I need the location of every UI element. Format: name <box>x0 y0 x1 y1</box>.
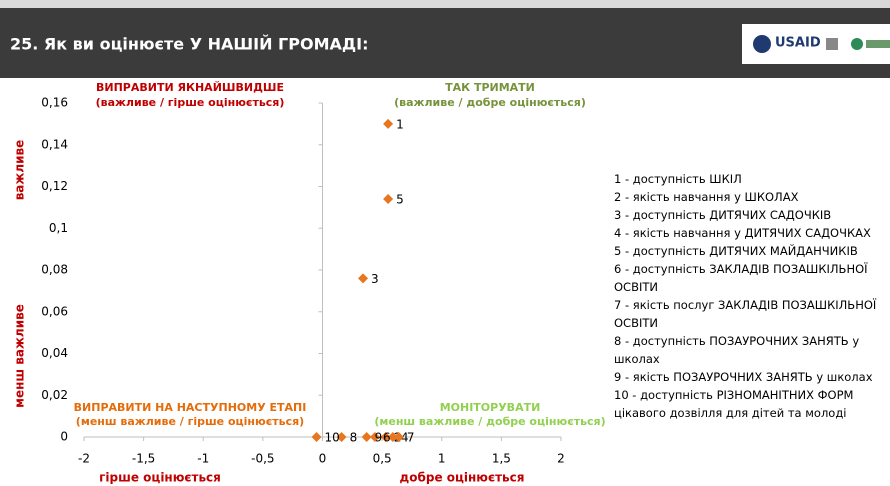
header-bar <box>0 8 890 78</box>
point-label: 5 <box>396 193 404 207</box>
quadrant-title: ВИПРАВИТИ НА НАСТУПНОМУ ЕТАПІ <box>74 401 307 414</box>
slide-title: 25. Як ви оцінюєте У НАШІЙ ГРОМАДІ: <box>10 35 368 54</box>
y-axis-label: важливе <box>13 140 27 201</box>
legend-item: 4 - якість навчання у ДИТЯЧИХ САДОЧКАХ <box>614 226 871 240</box>
y-tick-label: 0,16 <box>41 96 68 110</box>
x-tick-label: 1,5 <box>492 452 511 466</box>
y-tick-label: 0,06 <box>41 304 68 318</box>
quadrant-subtitle: (важливе / добре оцінюється) <box>394 96 586 109</box>
x-tick-label: 0 <box>319 452 327 466</box>
point <box>369 432 380 442</box>
logo-seal <box>753 35 771 53</box>
x-tick-label: -1,5 <box>132 452 155 466</box>
point-label: 9 <box>375 431 383 445</box>
quadrant-title: МОНІТОРУВАТИ <box>440 401 541 414</box>
y-tick-label: 0 <box>60 430 68 444</box>
top-strip <box>0 0 890 8</box>
x-axis-label: гірше оцінюється <box>99 471 221 485</box>
point <box>383 118 394 129</box>
quadrant-subtitle: (менш важливе / гірше оцінюється) <box>76 415 304 428</box>
x-tick-label: 2 <box>557 452 565 466</box>
legend-item: 5 - доступність ДИТЯЧИХ МАЙДАНЧИКІВ <box>614 244 858 258</box>
y-tick-label: 0,08 <box>41 263 68 277</box>
y-tick-label: 0,02 <box>41 388 68 402</box>
x-axis-label: добре оцінюється <box>400 471 525 485</box>
point <box>336 432 347 442</box>
y-axis-label: менш важливе <box>13 304 27 408</box>
legend-item: 7 - якість послуг ЗАКЛАДІВ ПОЗАШКІЛЬНОЇ … <box>614 298 877 330</box>
logo-text: USAID <box>775 36 821 51</box>
x-tick-label: -1 <box>197 452 209 466</box>
point-label: 7 <box>407 431 415 445</box>
y-tick-label: 0,04 <box>41 346 68 360</box>
point-label: 8 <box>350 431 358 445</box>
point <box>393 432 404 442</box>
x-tick-label: 1 <box>438 452 446 466</box>
point <box>358 273 369 284</box>
legend-item: 3 - доступність ДИТЯЧИХ САДОЧКІВ <box>614 208 832 222</box>
point-label: 3 <box>371 272 379 286</box>
quadrant-title: ВИПРАВИТИ ЯКНАЙШВИДШЕ <box>96 81 284 94</box>
legend-item: 8 - доступність ПОЗАУРОЧНИХ ЗАНЯТЬ у шко… <box>614 334 860 366</box>
point <box>361 432 372 442</box>
legend-item: 9 - якість ПОЗАУРОЧНИХ ЗАНЯТЬ у школах <box>614 370 873 384</box>
legend-item: 6 - доступність ЗАКЛАДІВ ПОЗАШКІЛЬНОЇ ОС… <box>614 262 868 294</box>
legend-item: 2 - якість навчання у ШКОЛАХ <box>614 190 799 204</box>
logo-icon <box>826 38 838 50</box>
x-tick-label: -0,5 <box>251 452 274 466</box>
logo-icon <box>851 38 863 50</box>
point-label: 4 <box>401 431 409 445</box>
legend: 1 - доступність ШКІЛ 2 - якість навчання … <box>614 170 888 422</box>
legend-item: 1 - доступність ШКІЛ <box>614 172 742 186</box>
point <box>387 432 398 442</box>
point-label: 6 <box>383 431 391 445</box>
x-tick-label: -2 <box>78 452 90 466</box>
quadrant-title: ТАК ТРИМАТИ <box>445 81 535 94</box>
point <box>311 432 322 442</box>
point <box>383 194 394 205</box>
point-label: 10 <box>325 431 340 445</box>
point-label: 1 <box>396 117 404 131</box>
logo-icon <box>866 40 890 48</box>
point <box>380 432 391 442</box>
quadrant-subtitle: (менш важливе / добре оцінюється) <box>374 415 605 428</box>
legend-item: 10 - доступність РІЗНОМАНІТНИХ ФОРМ ціка… <box>614 388 854 420</box>
quadrant-subtitle: (важливе / гірше оцінюється) <box>96 96 285 109</box>
y-tick-label: 0,12 <box>41 179 68 193</box>
x-tick-label: 0,5 <box>373 452 392 466</box>
y-tick-label: 0,1 <box>49 221 68 235</box>
y-tick-label: 0,14 <box>41 137 68 151</box>
